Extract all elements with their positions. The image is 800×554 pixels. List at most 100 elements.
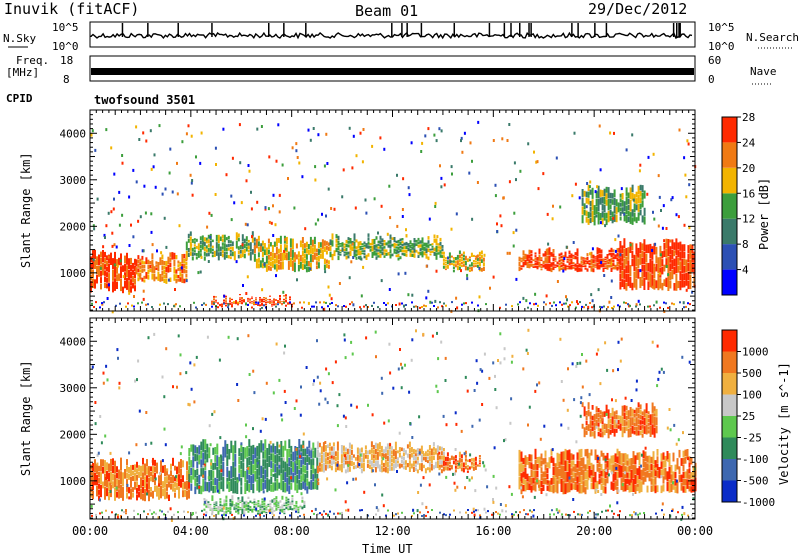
data-cell bbox=[233, 505, 236, 507]
scatter-point bbox=[597, 288, 600, 292]
data-cell bbox=[429, 253, 432, 256]
data-cell bbox=[522, 261, 525, 268]
data-cell bbox=[399, 238, 402, 242]
data-cell bbox=[262, 451, 265, 459]
data-cell bbox=[623, 269, 626, 279]
data-cell bbox=[106, 470, 108, 479]
ground-scatter-point bbox=[203, 302, 205, 305]
scatter-point bbox=[614, 238, 617, 242]
scatter-point bbox=[355, 477, 357, 481]
data-cell bbox=[132, 476, 134, 481]
data-cell bbox=[245, 241, 248, 247]
data-cell bbox=[277, 503, 280, 505]
data-cell bbox=[550, 448, 553, 456]
data-cell bbox=[305, 260, 308, 267]
data-cell bbox=[213, 507, 216, 509]
ground-scatter-point bbox=[393, 514, 395, 517]
data-cell bbox=[275, 263, 278, 272]
data-cell bbox=[676, 482, 679, 494]
data-cell bbox=[474, 461, 477, 466]
data-cell bbox=[231, 241, 234, 246]
scatter-point bbox=[319, 381, 322, 385]
data-cell bbox=[534, 459, 537, 470]
data-cell bbox=[366, 463, 369, 468]
scatter-point bbox=[600, 418, 603, 422]
data-cell bbox=[186, 480, 188, 490]
data-cell bbox=[242, 462, 245, 478]
data-cell bbox=[361, 243, 364, 245]
data-cell bbox=[255, 505, 258, 507]
scatter-point bbox=[273, 499, 276, 503]
data-cell bbox=[134, 473, 136, 482]
data-cell bbox=[570, 483, 573, 491]
data-cell bbox=[416, 448, 419, 452]
ground-scatter-point bbox=[371, 304, 373, 307]
ground-scatter-point bbox=[515, 511, 517, 514]
data-cell bbox=[300, 452, 303, 460]
data-cell bbox=[297, 506, 300, 509]
data-cell bbox=[132, 282, 134, 289]
data-cell bbox=[169, 262, 172, 267]
data-cell bbox=[622, 463, 625, 473]
data-cell bbox=[281, 301, 283, 303]
data-cell bbox=[116, 266, 118, 274]
data-cell bbox=[625, 410, 628, 416]
data-cell bbox=[464, 450, 467, 454]
data-cell bbox=[454, 465, 457, 469]
ground-scatter-point bbox=[465, 302, 467, 305]
data-cell bbox=[637, 185, 640, 195]
scatter-point bbox=[629, 479, 632, 483]
data-cell bbox=[159, 257, 162, 266]
data-cell bbox=[267, 505, 270, 507]
data-cell bbox=[293, 504, 296, 506]
data-cell bbox=[590, 476, 593, 483]
data-cell bbox=[108, 263, 110, 273]
data-cell bbox=[625, 405, 628, 411]
scatter-point bbox=[278, 378, 281, 382]
ground-scatter-point bbox=[303, 301, 305, 304]
data-cell bbox=[279, 301, 281, 304]
data-cell bbox=[205, 253, 208, 257]
scatter-point bbox=[360, 257, 363, 261]
data-cell bbox=[622, 482, 625, 492]
scatter-point bbox=[434, 299, 437, 303]
data-cell bbox=[617, 420, 620, 425]
scatter-point bbox=[399, 348, 401, 351]
colorbar-segment bbox=[722, 416, 737, 438]
data-cell bbox=[600, 258, 603, 263]
data-cell bbox=[270, 476, 273, 484]
data-cell bbox=[601, 190, 604, 197]
data-cell bbox=[675, 238, 678, 256]
ground-scatter-point bbox=[689, 303, 691, 306]
data-cell bbox=[232, 445, 235, 461]
data-cell bbox=[408, 460, 411, 466]
data-cell bbox=[395, 240, 398, 243]
data-cell bbox=[168, 481, 170, 488]
data-cell bbox=[587, 402, 590, 409]
data-cell bbox=[221, 504, 224, 506]
scatter-point bbox=[300, 385, 302, 389]
scatter-point bbox=[91, 129, 94, 133]
scatter-point bbox=[318, 249, 321, 253]
scatter-point bbox=[244, 222, 247, 226]
data-cell bbox=[651, 424, 654, 435]
data-cell bbox=[464, 462, 467, 466]
scatter-point bbox=[555, 156, 558, 160]
data-cell bbox=[273, 502, 276, 505]
data-cell bbox=[142, 479, 144, 487]
scatter-point bbox=[560, 515, 563, 519]
data-cell bbox=[610, 252, 613, 258]
data-cell bbox=[594, 264, 597, 266]
data-cell bbox=[339, 249, 342, 252]
scatter-point bbox=[383, 421, 386, 425]
data-cell bbox=[339, 243, 342, 245]
ground-scatter-point bbox=[549, 302, 551, 305]
scatter-point bbox=[189, 361, 192, 365]
scatter-point bbox=[252, 369, 255, 373]
scatter-point bbox=[402, 177, 405, 181]
data-cell bbox=[641, 415, 644, 420]
scatter-point bbox=[190, 243, 193, 247]
ground-scatter-point bbox=[537, 304, 539, 307]
data-cell bbox=[366, 455, 369, 459]
ground-scatter-point bbox=[465, 511, 467, 514]
